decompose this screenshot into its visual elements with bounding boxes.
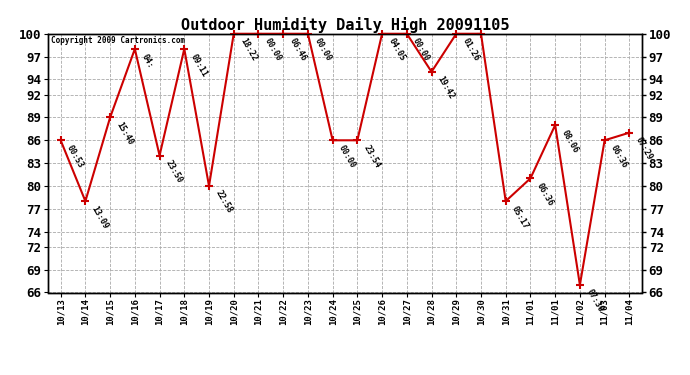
Title: Outdoor Humidity Daily High 20091105: Outdoor Humidity Daily High 20091105 bbox=[181, 16, 509, 33]
Text: 08:06: 08:06 bbox=[560, 128, 580, 154]
Text: 01:26: 01:26 bbox=[461, 37, 481, 63]
Text: 23:50: 23:50 bbox=[164, 159, 184, 185]
Text: 00:00: 00:00 bbox=[411, 37, 431, 63]
Text: 00:00: 00:00 bbox=[337, 143, 357, 170]
Text: 05:17: 05:17 bbox=[510, 204, 531, 230]
Text: 22:58: 22:58 bbox=[213, 189, 234, 215]
Text: 09:11: 09:11 bbox=[189, 52, 209, 78]
Text: 13:09: 13:09 bbox=[90, 204, 110, 230]
Text: 00:00: 00:00 bbox=[263, 37, 283, 63]
Text: Copyright 2009 Cartronics.com: Copyright 2009 Cartronics.com bbox=[51, 36, 186, 45]
Text: 15:40: 15:40 bbox=[115, 120, 135, 147]
Text: 04:: 04: bbox=[139, 52, 155, 69]
Text: 00:53: 00:53 bbox=[65, 143, 86, 170]
Text: 00:00: 00:00 bbox=[313, 37, 333, 63]
Text: 23:54: 23:54 bbox=[362, 143, 382, 170]
Text: 06:36: 06:36 bbox=[535, 182, 555, 207]
Text: 19:42: 19:42 bbox=[436, 75, 456, 101]
Text: 06:36: 06:36 bbox=[609, 143, 629, 170]
Text: 07:29: 07:29 bbox=[634, 136, 654, 162]
Text: 04:05: 04:05 bbox=[386, 37, 407, 63]
Text: 07:30: 07:30 bbox=[584, 288, 604, 314]
Text: 06:46: 06:46 bbox=[288, 37, 308, 63]
Text: 18:22: 18:22 bbox=[238, 37, 259, 63]
